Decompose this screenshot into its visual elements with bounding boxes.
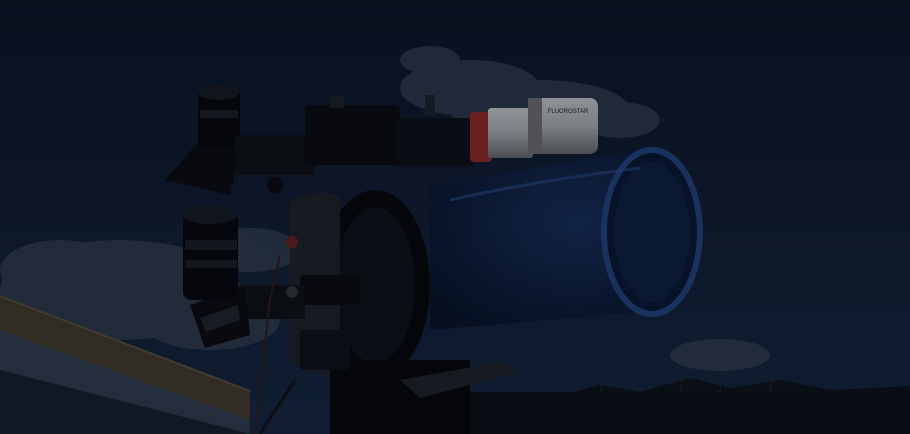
roof: [0, 295, 251, 434]
upper-diagonal: [165, 84, 315, 195]
lower-diagonal: [183, 206, 360, 348]
optical-tube: [430, 147, 703, 330]
finder-brand-label: FLUOROSTAR: [548, 109, 589, 115]
mount: [254, 254, 520, 434]
bare-trees: [599, 367, 779, 396]
finder-scope: FLUOROSTAR: [305, 95, 598, 166]
building-wall: [450, 392, 910, 434]
